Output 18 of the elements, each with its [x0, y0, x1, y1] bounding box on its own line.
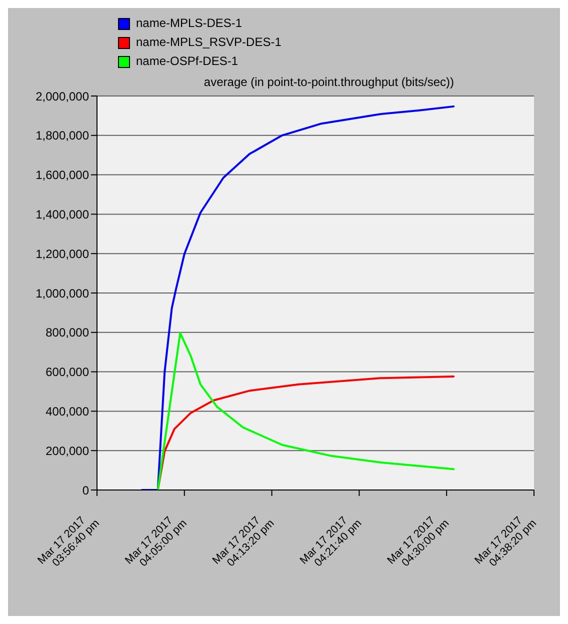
y-tick-label: 400,000 — [46, 404, 90, 418]
line-series — [141, 105, 455, 490]
line-series — [156, 376, 455, 490]
chart-title: average (in point-to-point.throughput (bits/sec)) — [202, 75, 456, 90]
y-tick-label: 800,000 — [46, 326, 90, 340]
y-tick-label: 1,400,000 — [36, 207, 90, 222]
y-tick-label: 2,000,000 — [36, 89, 90, 104]
line-series — [156, 332, 455, 490]
y-tick-label: 1,600,000 — [36, 168, 90, 182]
y-tick-label: 0 — [82, 483, 90, 498]
y-tick-label: 1,800,000 — [36, 128, 90, 143]
legend-label: name-OSPf-DES-1 — [136, 53, 238, 70]
legend-label: name-MPLS_RSVP-DES-1 — [136, 34, 282, 51]
y-tick-label: 1,000,000 — [36, 286, 90, 300]
y-tick-label: 200,000 — [46, 444, 90, 458]
legend-label: name-MPLS-DES-1 — [136, 15, 242, 32]
y-tick-label: 600,000 — [46, 365, 90, 380]
y-tick-label: 1,200,000 — [36, 246, 90, 261]
